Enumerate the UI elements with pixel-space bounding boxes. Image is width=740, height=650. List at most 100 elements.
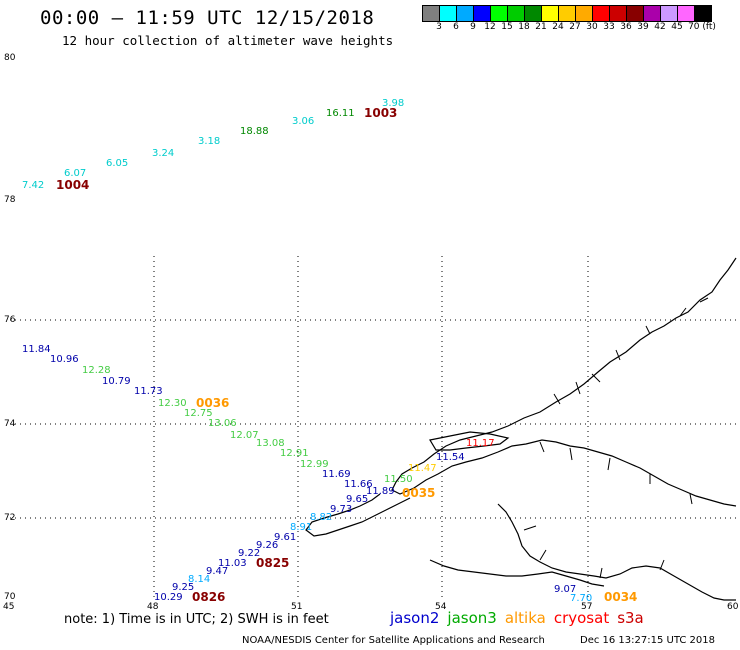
color-swatch <box>678 5 695 22</box>
wave-height-label: 11.84 <box>22 344 51 355</box>
color-scale-label: 6 <box>453 22 459 32</box>
wave-height-label: 11.69 <box>322 469 351 480</box>
lat-label: 70 <box>4 592 16 602</box>
wave-height-label: 16.11 <box>326 108 355 119</box>
lat-label: 72 <box>4 513 15 523</box>
wave-height-label: 9.26 <box>256 540 278 551</box>
color-swatch <box>542 5 559 22</box>
pass-id-label: 0825 <box>256 556 289 570</box>
wave-height-label: 13.08 <box>256 438 285 449</box>
wave-height-label: 3.24 <box>152 148 174 159</box>
wave-height-label: 11.73 <box>134 386 163 397</box>
lat-label: 76 <box>4 315 16 325</box>
pass-id-label: 0036 <box>196 396 229 410</box>
color-swatch <box>457 5 474 22</box>
lon-label: 60 <box>727 602 739 612</box>
wave-height-label: 10.79 <box>102 376 131 387</box>
chart-title: 00:00 – 11:59 UTC 12/15/2018 <box>40 7 375 29</box>
color-swatch <box>474 5 491 22</box>
color-scale-label: 42 <box>654 22 666 32</box>
pass-id-label: 0035 <box>402 486 435 500</box>
color-swatch <box>593 5 610 22</box>
legend-entry-jason2: jason2 <box>390 609 440 627</box>
color-scale-bar <box>422 5 712 22</box>
wave-height-label: 11.54 <box>436 452 465 463</box>
pass-id-label: 1004 <box>56 178 89 192</box>
color-scale-label: 27 <box>569 22 581 32</box>
legend-entry-s3a: s3a <box>617 609 644 627</box>
wave-height-label: 9.07 <box>554 584 576 595</box>
wave-height-label: 12.99 <box>300 459 329 470</box>
lon-labels-bottom: 45 48 51 54 57 60 <box>3 602 739 612</box>
color-swatch <box>559 5 576 22</box>
wave-height-label: 12.28 <box>82 365 111 376</box>
generated-timestamp: Dec 16 13:27:15 UTC 2018 <box>580 635 715 646</box>
wave-height-label: 8.14 <box>188 574 210 585</box>
wave-height-label: 13.06 <box>208 418 237 429</box>
coastline-strait <box>305 493 411 537</box>
lon-label: 51 <box>291 602 302 612</box>
lat-label: 78 <box>4 195 16 205</box>
track-west-labels: 11.8410.9612.2810.7911.7312.3012.7513.06… <box>22 344 435 604</box>
lat-label: 74 <box>4 419 16 429</box>
pass-id-label: 1003 <box>364 106 397 120</box>
wave-height-label: 3.98 <box>382 98 404 109</box>
wave-height-label: 10.29 <box>154 592 183 603</box>
grid-lines <box>10 256 736 600</box>
lon-label: 48 <box>147 602 159 612</box>
color-swatch <box>491 5 508 22</box>
wave-height-label: 9.22 <box>238 548 260 559</box>
wave-height-label: 12.30 <box>158 398 187 409</box>
legend-entry-altika: altika <box>504 609 546 627</box>
color-swatch <box>695 5 712 22</box>
wave-height-label: 3.06 <box>292 116 314 127</box>
wave-height-label: 9.25 <box>172 582 194 593</box>
wave-height-label: 9.61 <box>274 532 296 543</box>
coastline-inner-bay <box>429 431 510 451</box>
color-swatch <box>576 5 593 22</box>
wave-height-label: 6.05 <box>106 158 128 169</box>
lon-label: 57 <box>581 602 592 612</box>
coastline-north-island <box>391 257 737 507</box>
color-scale-label: 15 <box>501 22 513 32</box>
color-scale-labels: 3 6 9 12 15 18 21 24 27 30 33 36 39 42 45 70 (ft) <box>422 22 732 34</box>
wave-height-label: 12.91 <box>280 448 309 459</box>
wave-height-label: 6.07 <box>64 168 86 179</box>
color-scale-label: 24 <box>552 22 564 32</box>
color-swatch <box>627 5 644 22</box>
wave-height-label: 11.89 <box>366 486 395 497</box>
color-scale-label: 9 <box>470 22 476 32</box>
wave-height-label: 11.47 <box>408 463 437 474</box>
coastline-south-lower <box>429 559 605 587</box>
wave-height-label: 9.47 <box>206 566 228 577</box>
coastline <box>305 257 737 601</box>
wave-height-label: 18.88 <box>240 126 269 137</box>
color-swatch <box>525 5 542 22</box>
units-note: note: 1) Time is in UTC; 2) SWH is in fe… <box>64 612 329 627</box>
wave-height-label: 9.65 <box>346 494 368 505</box>
pass-id-label: 0826 <box>192 590 225 604</box>
wave-height-label: 3.18 <box>198 136 220 147</box>
color-swatch <box>508 5 525 22</box>
track-north-labels: 7.426.076.053.243.1818.883.0616.113.9810… <box>22 98 404 192</box>
wave-height-label: 11.50 <box>384 474 413 485</box>
color-scale-label: 39 <box>637 22 649 32</box>
wave-height-label: 12.07 <box>230 430 259 441</box>
wave-height-label: 7.70 <box>570 593 592 604</box>
color-swatch <box>644 5 661 22</box>
color-swatch <box>610 5 627 22</box>
wave-height-label: 8.91 <box>290 522 312 533</box>
coastline-ticks <box>523 297 709 579</box>
satellite-legend: jason2 jason3 altika cryosat s3a <box>390 609 652 627</box>
wave-height-label: 8.82 <box>310 512 332 523</box>
legend-entry-cryosat: cryosat <box>553 609 610 627</box>
wave-height-label: 11.03 <box>218 558 247 569</box>
lat-label: 80 <box>4 53 16 63</box>
chart-subtitle: 12 hour collection of altimeter wave hei… <box>62 33 394 48</box>
lon-label: 54 <box>435 602 447 612</box>
color-swatch <box>661 5 678 22</box>
wave-height-label: 11.17 <box>466 438 495 449</box>
lat-labels-left: 80 78 76 74 72 70 <box>4 53 16 602</box>
